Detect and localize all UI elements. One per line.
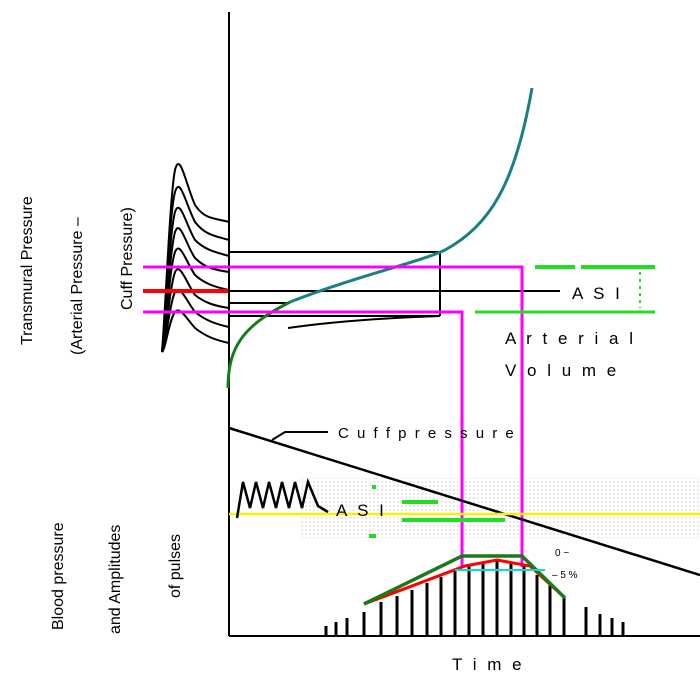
y-bottom-label-1: Blood pressure [50, 522, 67, 630]
y-bottom-label-2: and Amplitudes [107, 525, 124, 634]
envelope-green [363, 554, 567, 606]
pulse-waveforms-upper [161, 163, 230, 353]
magenta-traces [143, 265, 524, 567]
arterial-volume-curve-bottom [226, 300, 291, 389]
arterial-label: A r t e r i a l [505, 329, 636, 348]
y-top-label-2: (Arterial Pressure – [69, 217, 86, 355]
cuff-pressure-pointer [271, 431, 328, 441]
percent-label-1: 0 ~ [555, 548, 569, 559]
percent-label-2: – 5 % [552, 570, 578, 581]
black-box [229, 251, 560, 329]
y-top-label-3: Cuff Pressure) [119, 207, 136, 310]
asi-top-label: A S I [572, 284, 623, 303]
cuff-pressure-line [228, 426, 700, 577]
pulse-oscillations-lower [235, 477, 329, 519]
cuff-pressure-label: C u f f p r e s s u r e [338, 425, 516, 442]
amplitude-bars [324, 560, 625, 636]
asi-bottom-label: A S I [336, 501, 387, 520]
arterial-volume-curve [289, 87, 534, 304]
volume-label: V o l u m e [505, 361, 619, 380]
y-top-label-1: Transmural Pressure [19, 196, 36, 345]
y-bottom-label-3: of pulses [167, 534, 184, 598]
dotted-band [300, 478, 700, 538]
time-label: T i m e [452, 655, 525, 674]
